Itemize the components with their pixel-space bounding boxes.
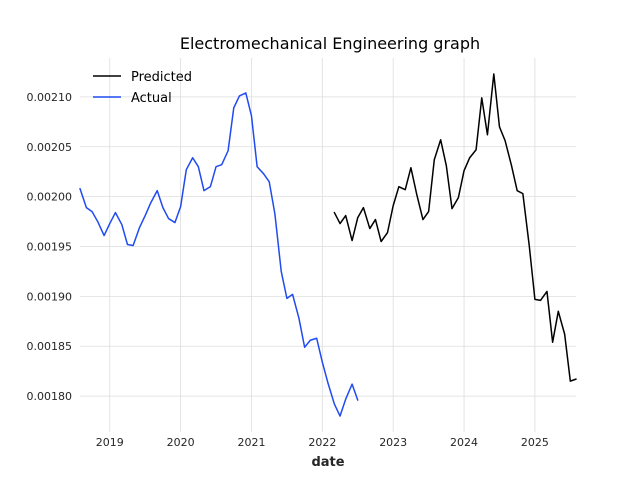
- y-tick-label: 0.00205: [27, 141, 73, 154]
- x-tick-label: 2024: [450, 436, 478, 449]
- x-tick-label: 2022: [308, 436, 336, 449]
- legend-label-predicted: Predicted: [131, 70, 192, 85]
- legend-label-actual: Actual: [131, 91, 172, 106]
- chart-title: Electromechanical Engineering graph: [180, 34, 480, 53]
- x-tick-label: 2021: [237, 436, 265, 449]
- x-tick-label: 2025: [521, 436, 549, 449]
- x-tick-label: 2020: [167, 436, 195, 449]
- legend: Predicted Actual: [93, 70, 192, 106]
- series-line-predicted: [333, 73, 577, 382]
- x-tick-label: 2023: [379, 436, 407, 449]
- grid: [80, 58, 576, 432]
- y-tick-label: 0.00200: [27, 191, 73, 204]
- y-tick-label: 0.00195: [27, 240, 73, 253]
- series-line-actual: [79, 92, 359, 417]
- y-tick-label: 0.00210: [27, 91, 73, 104]
- series-layer: [79, 73, 577, 417]
- y-tick-label: 0.00185: [27, 340, 73, 353]
- x-tick-label: 2019: [96, 436, 124, 449]
- x-axis-label: date: [311, 455, 344, 470]
- y-tick-label: 0.00180: [27, 390, 73, 403]
- y-tick-label: 0.00190: [27, 290, 73, 303]
- tick-labels: 2019 2020 2021 2022 2023 2024 2025 0.00180 0.001…: [27, 91, 549, 449]
